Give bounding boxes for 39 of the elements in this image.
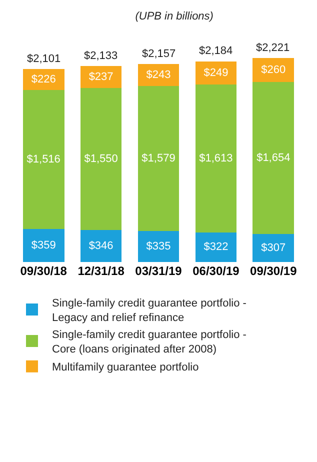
x-tick-label: 03/31/19 [135,264,182,278]
x-tick-label: 06/30/19 [192,264,240,278]
bar [195,84,237,232]
x-tick-label: 12/31/18 [78,264,125,278]
chart-subtitle: (UPB in billions) [135,10,214,22]
bar [22,229,64,262]
bar [80,88,122,230]
total-label: $2,221 [256,42,290,54]
data-label: $237 [88,70,114,83]
bar [138,231,180,262]
legend-label: Single-family credit guarantee portfolio - Core (loans originated after 2008) [52,329,247,356]
data-label: $346 [88,240,114,252]
bar [195,232,237,262]
total-label: $2,184 [199,45,233,57]
data-label: $307 [261,242,286,254]
data-label: $1,550 [84,153,118,166]
data-label: $322 [204,241,228,254]
total-label: $2,133 [84,50,118,62]
data-label: $226 [31,73,56,86]
data-label: $243 [146,69,171,82]
bar [252,82,294,234]
total-label: $2,157 [142,48,176,60]
bar [22,90,64,230]
data-label: $1,516 [26,153,60,166]
data-label: $335 [146,240,171,253]
total-label: $2,101 [27,53,61,65]
data-label: $359 [31,240,56,252]
legend-label: Multifamily guarantee portfolio [52,362,199,374]
legend-label: Single-family credit guarantee portfolio - Legacy and relief refinance [52,298,247,324]
data-label: $1,579 [142,152,176,165]
bar [252,234,294,262]
data-label: $249 [204,66,228,79]
x-tick-label: 09/30/19 [250,264,298,278]
data-label: $1,654 [256,152,290,164]
data-label: $1,613 [199,152,233,164]
data-label: $260 [261,64,286,76]
bar [80,230,122,262]
bar [138,86,180,232]
x-tick-label: 09/30/18 [20,264,68,278]
